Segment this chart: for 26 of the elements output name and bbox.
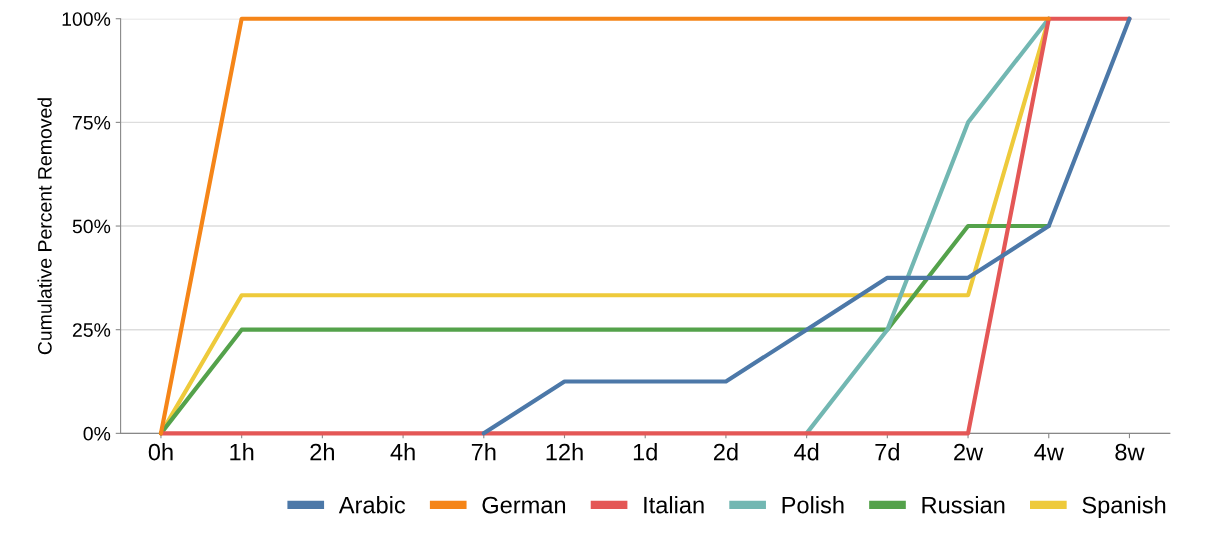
legend-label: German [482, 496, 566, 514]
x-tick-label: 2d [713, 443, 738, 461]
legend-label: Spanish [1082, 496, 1166, 519]
line-series [481, 16, 1132, 436]
legend-label: Italian [644, 496, 704, 514]
legend-label: Russian [922, 496, 1005, 514]
x-tick-label: 2w [954, 443, 984, 461]
y-tick-label: 50% [72, 219, 111, 234]
x-tick-label: 4d [794, 443, 819, 461]
x-tick-label: 0h [148, 443, 173, 461]
x-tick-label: 2h [310, 443, 334, 461]
y-tick-label: 25% [72, 323, 111, 337]
x-tick-label: 7h [471, 443, 496, 461]
y-tick-label: 100% [62, 12, 111, 26]
y-axis-title: Cumulative Percent Removed [37, 98, 52, 355]
legend-label: Polish [782, 496, 844, 514]
y-tick-label: 0% [83, 426, 111, 441]
legend-label: Arabic [338, 496, 406, 514]
x-tick-label: 7d [875, 443, 899, 461]
x-tick-label: 4w [1034, 443, 1064, 461]
x-tick-label: 8w [1115, 443, 1145, 461]
x-tick-label: 4h [390, 443, 415, 461]
x-tick-label: 1d [633, 443, 657, 461]
y-tick-label: 75% [72, 115, 111, 130]
x-tick-label: 12h [546, 443, 583, 461]
x-tick-label: 1h [230, 443, 254, 461]
